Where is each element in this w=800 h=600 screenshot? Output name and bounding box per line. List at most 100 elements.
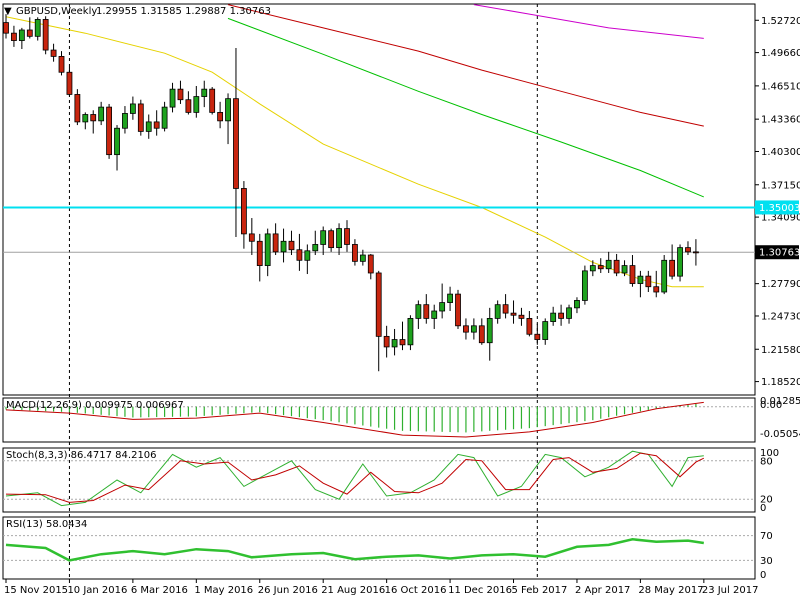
candle-bull[interactable] [225,98,231,122]
candle-bear[interactable] [685,247,691,253]
candle-bear[interactable] [233,98,239,189]
candle-bull[interactable] [122,113,128,129]
candle-bull[interactable] [542,321,549,340]
candle-bear[interactable] [50,49,57,57]
candle-bull[interactable] [447,293,453,303]
rsi-panel[interactable]: 70 30 0 [3,531,773,581]
candle-bear[interactable] [42,19,49,51]
candle-bull[interactable] [114,127,120,156]
candle-bear[interactable] [3,22,9,34]
candle-bear[interactable] [645,275,652,288]
candle-bear[interactable] [629,265,636,284]
candle-bear[interactable] [58,56,65,73]
chart-title-icon[interactable]: ▼ [4,6,12,17]
candle-bull[interactable] [574,300,580,309]
candle-bull[interactable] [98,106,105,122]
candle-bear[interactable] [534,333,541,340]
candle-bear[interactable] [383,335,390,348]
candle-bear[interactable] [375,272,382,337]
rsi-title: RSI(13) 58.0434 [6,519,87,530]
candle-bear[interactable] [106,106,112,156]
time-tick-label: 1 May 2016 [194,585,253,596]
candle-bull[interactable] [415,304,422,319]
candle-bear[interactable] [185,99,192,113]
candle-bull[interactable] [34,19,41,37]
candle-bear[interactable] [455,293,461,327]
candle-bull[interactable] [161,106,168,129]
candle-bull[interactable] [605,259,612,270]
candle-bull[interactable] [359,254,366,262]
candle-bear[interactable] [693,251,699,254]
candle-bear[interactable] [463,325,469,333]
candle-bear[interactable] [478,325,485,344]
candle-bull[interactable] [677,247,683,277]
candle-bull[interactable] [391,339,398,348]
candle-bull[interactable] [566,307,572,319]
rsi-tick-label: 70 [760,531,773,542]
candle-bull[interactable] [18,29,25,41]
candle-bear[interactable] [272,233,279,253]
candle-bear[interactable] [526,318,533,335]
candle-bull[interactable] [407,318,414,346]
candle-bear[interactable] [367,254,374,274]
candle-bull[interactable] [169,88,176,108]
candle-bull[interactable] [470,325,477,333]
candle-bear[interactable] [177,88,184,101]
candle-bull[interactable] [264,233,271,266]
candle-bear[interactable] [90,114,97,122]
candle-bear[interactable] [510,312,517,316]
candle-bear[interactable] [669,259,676,277]
current-price-label: 1.30763 [759,248,800,259]
candle-bull[interactable] [304,250,311,261]
candle-bear[interactable] [217,111,224,122]
candle-bear[interactable] [288,240,295,251]
candle-bear[interactable] [209,88,216,113]
candle-bear[interactable] [613,259,620,274]
candle-bull[interactable] [550,312,557,322]
price-tick-label: 1.24730 [761,311,800,322]
candle-bull[interactable] [439,302,446,312]
candle-bear[interactable] [296,249,303,261]
price-panel[interactable]: 1.52720 1.49660 1.46510 1.43360 1.40300 1.371… [3,4,800,579]
candle-bear[interactable] [344,228,350,245]
candle-bear[interactable] [66,71,73,95]
candle-bull[interactable] [589,265,596,272]
candle-bear[interactable] [423,304,430,319]
candle-bull[interactable] [637,275,644,284]
candle-bear[interactable] [328,230,335,249]
candle-bull[interactable] [145,121,152,132]
candle-bull[interactable] [82,114,89,123]
candle-bull[interactable] [320,230,327,245]
candle-bear[interactable] [256,240,263,266]
candle-bear[interactable] [653,286,660,293]
candle-bull[interactable] [201,88,208,97]
candle-bear[interactable] [248,233,255,242]
candle-bear[interactable] [137,103,144,132]
candle-bear[interactable] [597,265,604,270]
candle-bear[interactable] [518,314,525,319]
candle-bear[interactable] [153,121,160,129]
candle-bull[interactable] [661,259,668,293]
candle-bear[interactable] [74,94,81,123]
candle-bear[interactable] [26,29,33,37]
candle-bear[interactable] [352,244,358,262]
candle-bear[interactable] [240,188,247,235]
current-price-badge [755,245,799,260]
candle-bull[interactable] [494,304,501,319]
candle-bear[interactable] [558,312,564,319]
candle-bear[interactable] [11,32,17,41]
candle-bear[interactable] [399,339,406,346]
candle-bull[interactable] [280,240,287,253]
candle-bull[interactable] [336,228,342,249]
candle-bull[interactable] [129,103,136,114]
macd-panel[interactable]: 0.0128560.00 -0.050541 [3,396,800,440]
candle-bear[interactable] [502,304,509,314]
candle-bull[interactable] [581,270,588,301]
candle-bull[interactable] [431,310,438,319]
stoch-tick-label: 0 [760,503,766,514]
candle-bull[interactable] [621,265,628,274]
candle-bull[interactable] [193,96,200,113]
candle-bull[interactable] [486,318,493,344]
candle-bull[interactable] [312,244,319,252]
